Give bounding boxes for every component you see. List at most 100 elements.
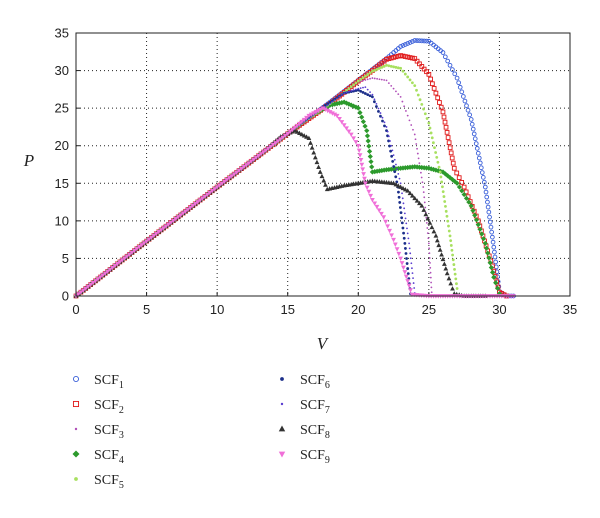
series-point	[273, 141, 278, 146]
series-point	[124, 254, 130, 259]
series-point	[359, 87, 362, 90]
series-point	[353, 140, 359, 145]
series-point	[410, 124, 413, 126]
series-point	[394, 65, 398, 69]
series-point	[375, 67, 379, 71]
series-point	[129, 250, 135, 256]
series-point	[472, 136, 478, 142]
series-point	[407, 164, 413, 170]
series-point	[384, 56, 389, 62]
series-point	[381, 119, 384, 123]
series-point	[442, 195, 446, 198]
series-point	[427, 237, 430, 240]
series-point	[231, 172, 237, 177]
series-point	[457, 84, 463, 90]
series-point	[315, 108, 321, 114]
series-point	[379, 167, 385, 174]
series-point	[402, 42, 408, 47]
series-point	[443, 200, 447, 203]
series-point	[328, 100, 332, 104]
series-point	[387, 82, 390, 84]
series-point	[450, 286, 455, 291]
series-point	[195, 200, 201, 205]
legend-label: SCF4	[94, 448, 124, 466]
series-point	[323, 103, 327, 107]
series-point	[178, 213, 184, 218]
series-point	[207, 190, 213, 196]
series-point	[290, 127, 295, 133]
series-point	[422, 191, 425, 194]
y-axis-label: P	[23, 151, 34, 170]
series-point	[93, 279, 98, 284]
series-point	[448, 234, 452, 238]
series-point	[439, 252, 444, 257]
series-point	[455, 287, 459, 290]
series-point	[357, 153, 363, 158]
series-point	[454, 75, 460, 81]
series-point	[372, 201, 378, 206]
series-point	[258, 152, 264, 157]
series-point	[454, 277, 458, 281]
series-point	[404, 252, 408, 255]
series-point	[217, 183, 222, 188]
series-point	[389, 233, 394, 238]
series-point	[243, 163, 249, 168]
series-point	[229, 174, 235, 179]
series-point	[336, 97, 339, 100]
legend-label: SCF6	[300, 373, 330, 391]
series-point	[426, 71, 432, 77]
series-point	[391, 55, 396, 60]
series-point	[311, 150, 317, 155]
series-point	[312, 154, 318, 160]
series-point	[381, 116, 384, 119]
series-point	[405, 41, 411, 46]
series-point	[180, 211, 186, 216]
series-point	[407, 190, 413, 196]
series-point	[398, 44, 403, 49]
series-point	[301, 133, 307, 138]
series-point	[398, 256, 404, 262]
series-point	[313, 110, 319, 115]
series-point	[403, 242, 407, 245]
series-point	[447, 224, 450, 228]
series-point	[402, 186, 408, 192]
series-point	[403, 105, 406, 108]
series-point	[373, 98, 376, 101]
series-point	[366, 143, 372, 149]
series-point	[340, 93, 343, 96]
series-point	[430, 281, 433, 284]
legend-marker	[72, 450, 80, 458]
series-point	[408, 242, 410, 245]
series-point	[416, 147, 418, 150]
legend-marker	[74, 427, 78, 431]
series-point	[454, 180, 460, 186]
series-point	[402, 236, 406, 240]
series-point	[405, 188, 411, 193]
series-point	[403, 72, 407, 76]
series-point	[364, 86, 367, 89]
series-point	[471, 131, 477, 137]
series-point	[440, 50, 446, 55]
series-point	[391, 149, 394, 152]
legend-label: SCF2	[94, 398, 124, 416]
series-point	[379, 211, 384, 217]
series-point	[487, 219, 493, 225]
series-point	[441, 190, 445, 194]
series-point	[366, 148, 373, 154]
series-point	[190, 203, 196, 209]
series-point	[396, 251, 402, 257]
series-point	[345, 91, 348, 94]
series-point	[407, 55, 413, 60]
series-point	[463, 189, 469, 195]
series-point	[429, 131, 433, 135]
series-point	[356, 148, 362, 154]
series-point	[348, 132, 354, 138]
series-point	[415, 88, 418, 92]
series-point	[304, 115, 309, 121]
series-point	[446, 275, 452, 281]
series-point	[493, 259, 499, 265]
y-tick-label: 10	[55, 213, 69, 228]
series-point	[386, 166, 392, 173]
series-point	[239, 166, 244, 172]
series-point	[421, 38, 427, 44]
